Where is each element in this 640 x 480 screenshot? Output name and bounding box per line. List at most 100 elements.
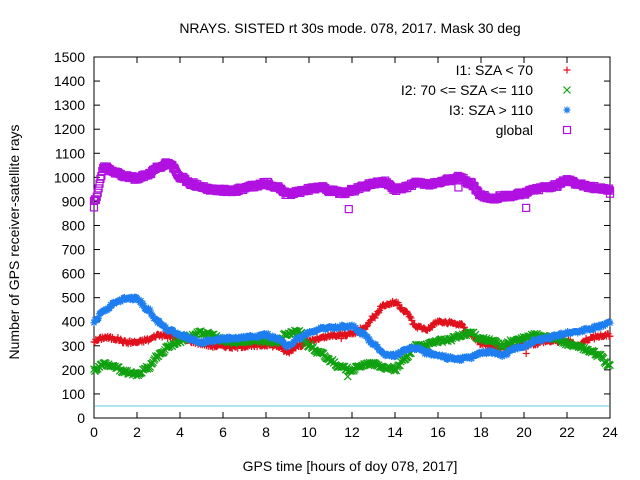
legend-marker — [562, 125, 572, 135]
data-point — [119, 296, 127, 304]
data-point — [425, 348, 433, 356]
y-tick-label: 600 — [62, 266, 86, 282]
data-point — [549, 334, 557, 342]
legend-marker — [563, 86, 571, 94]
y-tick-label: 1500 — [54, 49, 85, 65]
legend-label: I3: SZA > 110 — [449, 102, 533, 118]
data-point — [371, 314, 379, 322]
data-point — [155, 317, 163, 325]
data-point — [537, 337, 545, 345]
data-point — [354, 326, 362, 334]
data-point — [366, 335, 374, 343]
data-point — [374, 343, 382, 351]
data-point — [366, 317, 374, 325]
data-point — [389, 350, 397, 358]
data-point — [185, 333, 193, 341]
data-point — [93, 188, 102, 197]
data-point — [606, 332, 614, 340]
y-axis-label: Number of GPS receiver-satellite rays — [6, 125, 22, 360]
x-tick-label: 6 — [219, 424, 227, 440]
data-point — [606, 361, 614, 370]
data-point — [458, 320, 466, 328]
data-point — [548, 332, 556, 340]
data-marks — [89, 158, 615, 381]
data-point — [137, 297, 145, 305]
legend-label: global — [496, 122, 533, 138]
y-tick-label: 500 — [62, 290, 86, 306]
y-tick-label: 1100 — [55, 145, 85, 161]
data-point — [467, 353, 475, 361]
data-point — [557, 329, 565, 337]
x-tick-label: 10 — [301, 424, 317, 440]
data-point — [94, 184, 103, 193]
y-tick-label: 700 — [62, 242, 86, 258]
x-tick-label: 20 — [516, 424, 532, 440]
y-tick-label: 400 — [62, 314, 86, 330]
data-point — [408, 316, 416, 324]
x-tick-label: 4 — [176, 424, 184, 440]
data-point — [180, 331, 188, 339]
x-axis-label: GPS time [hours of doy 078, 2017] — [243, 458, 458, 474]
outlier-point — [454, 183, 463, 192]
data-point — [101, 307, 109, 315]
data-point — [589, 326, 597, 334]
data-point — [606, 319, 614, 327]
data-point — [398, 349, 406, 357]
y-tick-label: 100 — [62, 386, 86, 402]
outlier-point — [337, 335, 345, 343]
y-tick-label: 1300 — [54, 97, 85, 113]
x-tick-label: 8 — [262, 424, 270, 440]
data-point — [268, 334, 276, 342]
data-point — [596, 324, 604, 332]
x-tick-label: 2 — [133, 424, 141, 440]
outlier-point — [522, 350, 530, 358]
y-tick-label: 1400 — [54, 73, 85, 89]
series-i3 — [90, 293, 614, 365]
legend-marker — [563, 106, 571, 114]
outlier-point — [605, 189, 615, 198]
data-point — [165, 342, 174, 351]
data-point — [96, 174, 105, 184]
legend: I1: SZA < 70 I2: 70 <= SZA <= 110 I3: SZA … — [401, 62, 572, 138]
x-tick-label: 22 — [559, 424, 575, 440]
data-point — [468, 355, 476, 363]
y-tick-label: 900 — [62, 193, 86, 209]
x-tick-label: 12 — [344, 424, 360, 440]
outlier-point — [344, 205, 353, 214]
data-point — [546, 335, 554, 343]
data-point — [504, 350, 512, 358]
legend-label: I1: SZA < 70 — [456, 62, 534, 78]
y-tick-label: 0 — [77, 410, 85, 426]
legend-marker — [563, 66, 571, 74]
y-tick-label: 300 — [62, 338, 86, 354]
data-point — [95, 314, 103, 322]
data-point — [117, 335, 125, 343]
outlier-point — [89, 203, 99, 212]
x-tick-label: 18 — [473, 424, 489, 440]
data-point — [264, 330, 272, 338]
data-point — [352, 324, 360, 332]
data-point — [530, 329, 539, 338]
y-tick-label: 1000 — [54, 169, 85, 185]
data-point — [97, 171, 106, 181]
data-point — [554, 333, 562, 341]
data-point — [363, 323, 371, 331]
data-point — [90, 319, 98, 327]
y-tick-label: 200 — [62, 362, 86, 378]
data-point — [162, 323, 170, 331]
data-point — [442, 352, 450, 360]
chart-title: NRAYS. SISTED rt 30s mode. 078, 2017. Ma… — [179, 20, 520, 36]
x-tick-label: 16 — [430, 424, 446, 440]
legend-label: I2: 70 <= SZA <= 110 — [401, 82, 533, 98]
axes: 0 2 4 6 8 10 12 14 16 18 20 22 240100200300400500600… — [54, 49, 618, 440]
data-point — [447, 353, 455, 361]
data-point — [331, 322, 339, 330]
y-tick-label: 1200 — [54, 121, 85, 137]
data-point — [398, 356, 407, 365]
y-tick-label: 800 — [62, 217, 86, 233]
data-point — [604, 184, 614, 193]
data-point — [479, 350, 487, 358]
series-global — [89, 158, 615, 214]
data-point — [140, 301, 148, 309]
